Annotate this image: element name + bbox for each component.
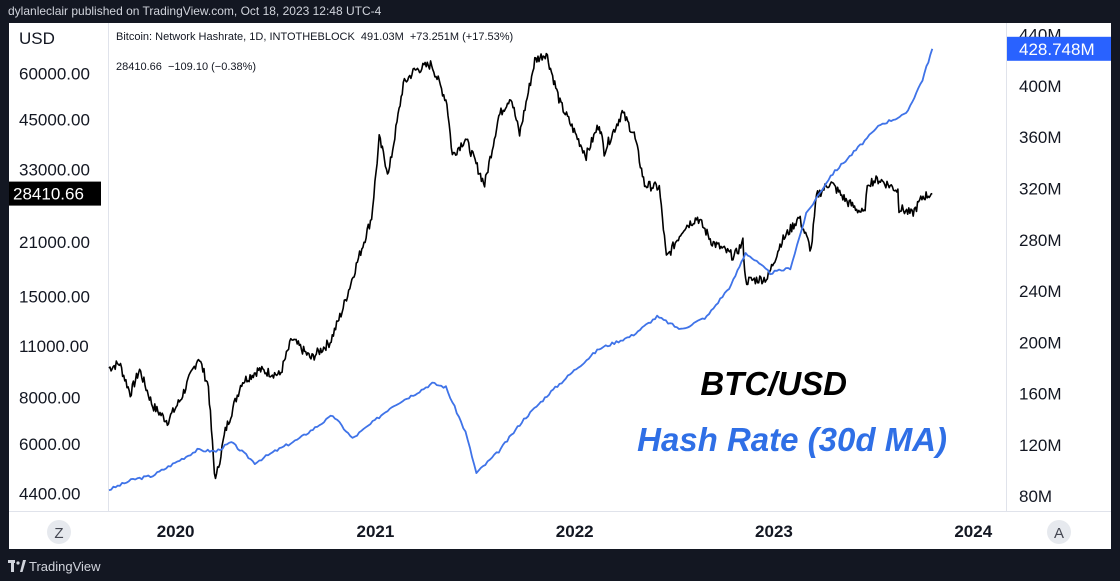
- left-axis-tick-label: 45000.00: [19, 111, 90, 130]
- log-scale-button[interactable]: Z: [47, 520, 71, 544]
- right-axis-tick-label: 160M: [1019, 385, 1062, 404]
- left-axis: 60000.00 45000.00 33000.00 21000.00 15000.00…: [19, 64, 90, 503]
- tradingview-logo-icon: [8, 560, 26, 572]
- chart-canvas: 60000.00 45000.00 33000.00 21000.00 15000.00…: [9, 23, 1111, 544]
- hashrate-last-value: 428.748M: [1019, 40, 1095, 59]
- footer-brand: TradingView: [29, 559, 101, 574]
- price-last-value: 28410.66: [13, 185, 84, 204]
- left-axis-tick-label: 4400.00: [19, 485, 80, 504]
- auto-scale-button-label: A: [1054, 525, 1064, 542]
- left-axis-tick-label: 21000.00: [19, 233, 90, 252]
- right-axis-tick-label: 200M: [1019, 333, 1062, 352]
- right-axis-tick-label: 320M: [1019, 180, 1062, 199]
- annotation-hashrate: Hash Rate (30d MA): [637, 421, 947, 458]
- btc-price-line: [108, 52, 933, 480]
- time-axis-tick-label: 2022: [556, 522, 594, 541]
- log-scale-button-label: Z: [54, 525, 63, 542]
- hashrate-last-value-badge: 428.748M: [1007, 36, 1111, 61]
- legend-line-2: 28410.66 −109.10 (−0.38%): [116, 61, 256, 73]
- time-axis: 2020 2021 2022 2023 2024: [157, 522, 993, 541]
- time-axis-tick-label: 2023: [755, 522, 793, 541]
- left-axis-tick-label: 60000.00: [19, 64, 90, 83]
- right-axis-tick-label: 240M: [1019, 282, 1062, 301]
- annotation-btc: BTC/USD: [700, 365, 847, 402]
- chart-panel: 60000.00 45000.00 33000.00 21000.00 15000.00…: [9, 23, 1111, 549]
- hashrate-line: [108, 48, 934, 492]
- left-axis-unit: USD: [19, 29, 55, 48]
- legend-line-1: Bitcoin: Network Hashrate, 1D, INTOTHEBL…: [116, 31, 513, 43]
- right-axis-tick-label: 280M: [1019, 231, 1062, 250]
- left-axis-tick-label: 15000.00: [19, 287, 90, 306]
- auto-scale-button[interactable]: A: [1047, 520, 1071, 544]
- right-axis-tick-label: 360M: [1019, 128, 1062, 147]
- left-axis-tick-label: 33000.00: [19, 160, 90, 179]
- publisher-line: dylanleclair published on TradingView.co…: [8, 4, 382, 18]
- time-axis-tick-label: 2020: [157, 522, 195, 541]
- left-axis-tick-label: 6000.00: [19, 435, 80, 454]
- series-lines: [108, 48, 934, 492]
- right-axis-tick-label: 400M: [1019, 77, 1062, 96]
- price-last-value-badge: 28410.66: [9, 181, 101, 206]
- footer-bar: TradingView: [0, 552, 1120, 581]
- time-axis-tick-label: 2024: [954, 522, 992, 541]
- left-axis-tick-label: 11000.00: [19, 337, 89, 356]
- left-axis-tick-label: 8000.00: [19, 388, 80, 407]
- right-axis-tick-label: 120M: [1019, 436, 1062, 455]
- right-axis-tick-label: 80M: [1019, 487, 1052, 506]
- time-axis-tick-label: 2021: [357, 522, 395, 541]
